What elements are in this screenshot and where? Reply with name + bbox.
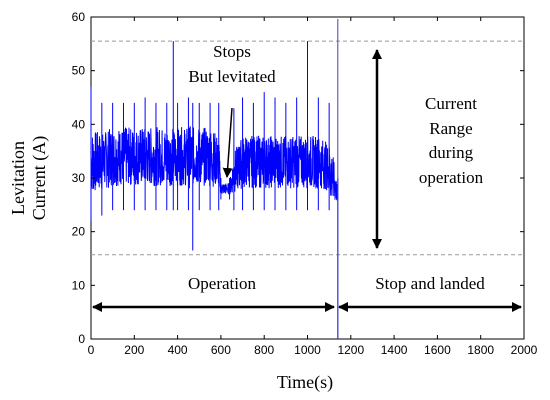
x-tick-label: 1400 (381, 343, 408, 357)
x-tick-label: 0 (88, 343, 95, 357)
reference-lines (91, 40, 524, 256)
y-tick-label: 0 (78, 332, 85, 346)
y-tick-label: 50 (72, 64, 86, 78)
x-tick-label: 600 (211, 343, 231, 357)
x-tick-label: 1800 (467, 343, 494, 357)
x-tick-label: 2000 (511, 343, 538, 357)
x-ticks: 0 200 400 600 800 1000 1200 1400 1600 1800 2000 (88, 17, 538, 357)
stops-label-line-2: But levitated (188, 67, 276, 86)
current-range-label-line-4: operation (419, 168, 484, 187)
y-tick-label: 20 (72, 225, 86, 239)
x-axis-title: Time(s) (277, 372, 333, 393)
stops-arrow (222, 107, 233, 178)
x-tick-label: 1000 (294, 343, 321, 357)
x-tick-label: 1600 (424, 343, 451, 357)
y-axis-title: Levitation Current (A) (8, 136, 50, 220)
y-tick-label: 30 (72, 171, 86, 185)
current-range-label-line-1: Current (425, 94, 477, 113)
x-tick-label: 800 (254, 343, 274, 357)
y-tick-label: 60 (72, 10, 86, 24)
y-tick-label: 40 (72, 117, 86, 131)
stop-landed-label: Stop and landed (375, 274, 485, 293)
y-ticks: 0 10 20 30 40 50 60 (72, 10, 524, 346)
x-tick-label: 200 (124, 343, 144, 357)
x-tick-label: 400 (168, 343, 188, 357)
series-layer (90, 41, 339, 339)
y-tick-label: 10 (72, 278, 86, 292)
current-range-label-line-2: Range (429, 119, 472, 138)
y-axis-title-line-2: Current (A) (29, 136, 50, 220)
x-tick-label: 1200 (337, 343, 364, 357)
y-axis-title-line-1: Levitation (8, 141, 28, 215)
stops-label-line-1: Stops (213, 42, 251, 61)
current-range-label-line-3: during (429, 143, 474, 162)
operation-label: Operation (188, 274, 256, 293)
